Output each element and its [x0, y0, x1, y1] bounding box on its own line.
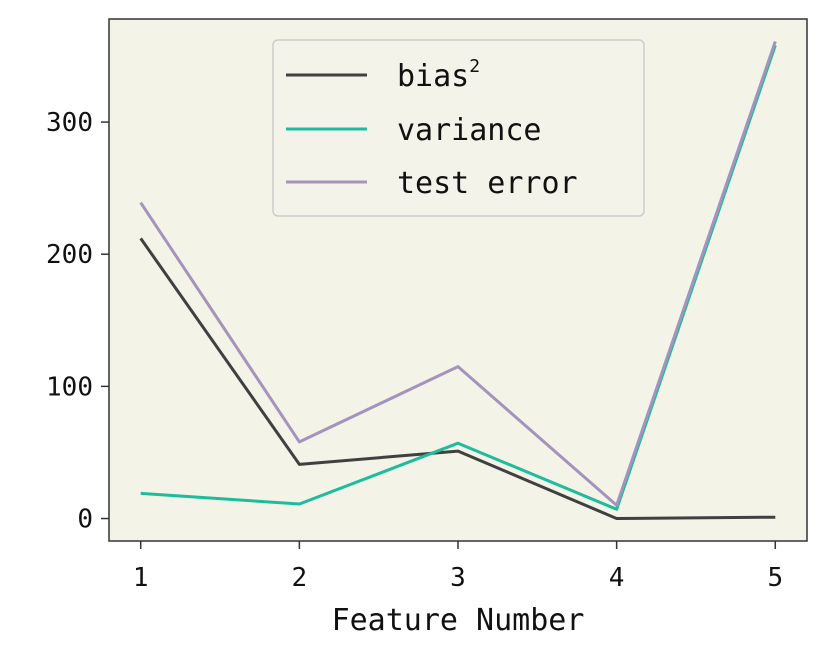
- legend-box: [272, 39, 645, 217]
- y-tick-label-0: 0: [77, 505, 93, 535]
- x-tick-label-2: 2: [292, 563, 308, 593]
- y-tick-label-100: 100: [46, 372, 93, 402]
- x-tick-label-1: 1: [133, 563, 149, 593]
- legend: bias2 variance test error: [272, 39, 645, 217]
- y-ticks: 0 100 200 300: [46, 108, 109, 535]
- x-tick-label-4: 4: [609, 563, 625, 593]
- x-axis-label: Feature Number: [332, 603, 585, 638]
- x-tick-label-5: 5: [767, 563, 783, 593]
- y-tick-label-300: 300: [46, 108, 93, 138]
- legend-label-bias: bias2: [397, 56, 480, 94]
- y-tick-label-200: 200: [46, 240, 93, 270]
- series-layer: [139, 41, 777, 520]
- x-tick-label-3: 3: [450, 563, 466, 593]
- series-line-test-error: [139, 41, 777, 507]
- legend-label-test-error: test error: [397, 166, 578, 201]
- series-line-bias: [139, 237, 776, 520]
- x-ticks: 1 2 3 4 5: [133, 541, 783, 593]
- legend-label-variance: variance: [397, 113, 542, 148]
